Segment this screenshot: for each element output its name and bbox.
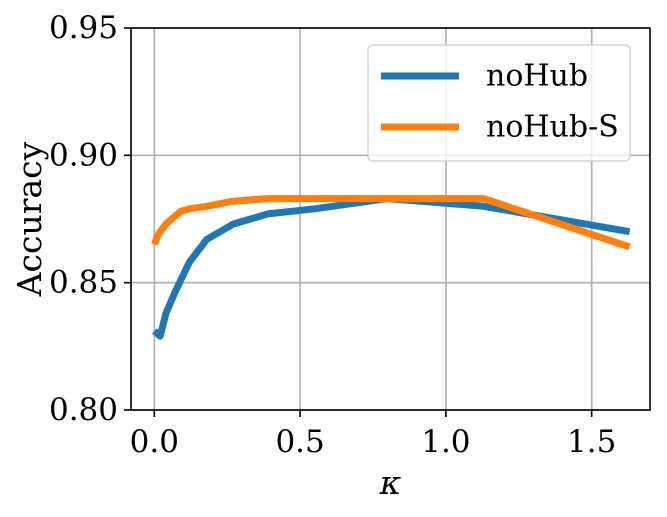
y-tick-label: 0.95 [49,10,118,46]
y-axis-label: Accuracy [10,141,49,297]
plot-frame [130,27,651,411]
series-lines [151,195,631,340]
legend: noHub noHub-S [367,44,631,162]
y-tick-label: 0.80 [49,392,118,428]
x-tick-label: 1.5 [567,424,616,460]
x-axis-label: κ [379,463,402,502]
series-line-nohub-s [151,195,631,251]
legend-label-nohub: noHub [486,59,588,94]
y-tick-label: 0.85 [49,265,118,301]
x-tick-label: 1.0 [421,424,470,460]
legend-label-nohub-s: noHub-S [486,110,619,145]
y-tick-label: 0.90 [49,137,118,173]
series-line-nohub [152,195,631,340]
axis-ticks: 0.0 0.5 1.0 1.5 0.80 0.85 0.90 0.95 [49,10,616,460]
x-tick-label: 0.0 [130,424,179,460]
x-tick-label: 0.5 [275,424,324,460]
